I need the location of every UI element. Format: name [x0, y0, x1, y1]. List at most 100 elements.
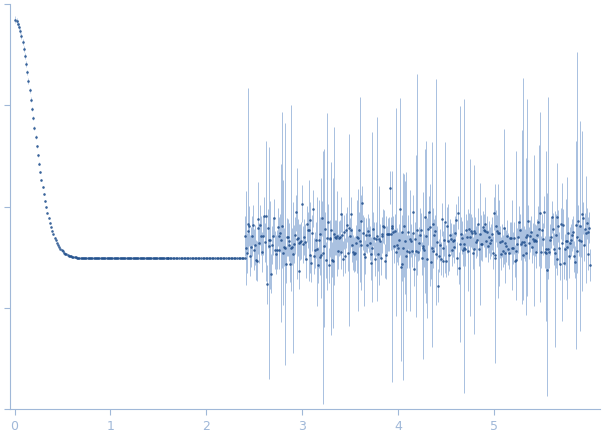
Point: [489, 210, 498, 217]
Point: [522, 231, 532, 238]
Point: [494, 229, 504, 236]
Point: [415, 231, 425, 238]
Point: [361, 231, 371, 238]
Point: [574, 236, 584, 243]
Point: [137, 255, 147, 262]
Point: [535, 209, 545, 216]
Point: [254, 215, 263, 222]
Point: [562, 237, 571, 244]
Point: [19, 45, 28, 52]
Point: [530, 237, 539, 244]
Point: [263, 225, 272, 232]
Point: [286, 260, 295, 267]
Point: [429, 232, 439, 239]
Point: [250, 241, 260, 248]
Point: [279, 243, 289, 250]
Point: [39, 191, 49, 198]
Point: [512, 248, 521, 255]
Point: [14, 23, 24, 30]
Point: [28, 115, 38, 122]
Point: [531, 248, 541, 255]
Point: [338, 231, 347, 238]
Point: [406, 247, 416, 254]
Point: [484, 234, 494, 241]
Point: [338, 255, 348, 262]
Point: [541, 249, 550, 256]
Point: [111, 255, 121, 262]
Point: [57, 247, 66, 254]
Point: [212, 255, 222, 262]
Point: [388, 229, 398, 236]
Point: [525, 232, 535, 239]
Point: [97, 255, 107, 262]
Point: [507, 245, 516, 252]
Point: [404, 248, 414, 255]
Point: [406, 237, 416, 244]
Point: [110, 255, 120, 262]
Point: [546, 233, 556, 240]
Point: [537, 226, 547, 233]
Point: [210, 255, 220, 262]
Point: [545, 236, 555, 243]
Point: [517, 238, 527, 245]
Point: [456, 230, 466, 237]
Point: [141, 255, 150, 262]
Point: [405, 235, 414, 242]
Point: [150, 255, 160, 262]
Point: [576, 237, 586, 244]
Point: [159, 255, 169, 262]
Point: [138, 255, 148, 262]
Point: [359, 250, 369, 257]
Point: [297, 237, 306, 244]
Point: [533, 218, 543, 225]
Point: [521, 234, 530, 241]
Point: [393, 245, 403, 252]
Point: [429, 248, 439, 255]
Point: [519, 238, 528, 245]
Point: [182, 255, 191, 262]
Point: [116, 255, 126, 262]
Point: [427, 245, 437, 252]
Point: [31, 134, 40, 141]
Point: [236, 255, 245, 262]
Point: [434, 252, 444, 259]
Point: [486, 237, 496, 244]
Point: [410, 266, 419, 273]
Point: [292, 236, 301, 243]
Point: [472, 238, 481, 245]
Point: [58, 248, 68, 255]
Point: [60, 250, 70, 257]
Point: [176, 255, 185, 262]
Point: [536, 248, 546, 255]
Point: [435, 242, 445, 249]
Point: [50, 234, 59, 241]
Point: [324, 262, 333, 269]
Point: [440, 236, 449, 243]
Point: [444, 251, 454, 258]
Point: [553, 214, 562, 221]
Point: [46, 223, 56, 230]
Point: [265, 243, 274, 250]
Point: [88, 255, 97, 262]
Point: [63, 251, 72, 258]
Point: [513, 234, 523, 241]
Point: [414, 239, 424, 246]
Point: [76, 254, 85, 261]
Point: [452, 255, 462, 262]
Point: [80, 255, 90, 262]
Point: [526, 229, 536, 236]
Point: [347, 211, 356, 218]
Point: [498, 247, 507, 254]
Point: [70, 254, 80, 261]
Point: [341, 227, 351, 234]
Point: [565, 252, 574, 259]
Point: [333, 248, 342, 255]
Point: [295, 239, 305, 246]
Point: [547, 213, 557, 220]
Point: [288, 250, 298, 257]
Point: [573, 248, 582, 255]
Point: [475, 231, 485, 238]
Point: [515, 218, 524, 225]
Point: [92, 255, 102, 262]
Point: [259, 213, 269, 220]
